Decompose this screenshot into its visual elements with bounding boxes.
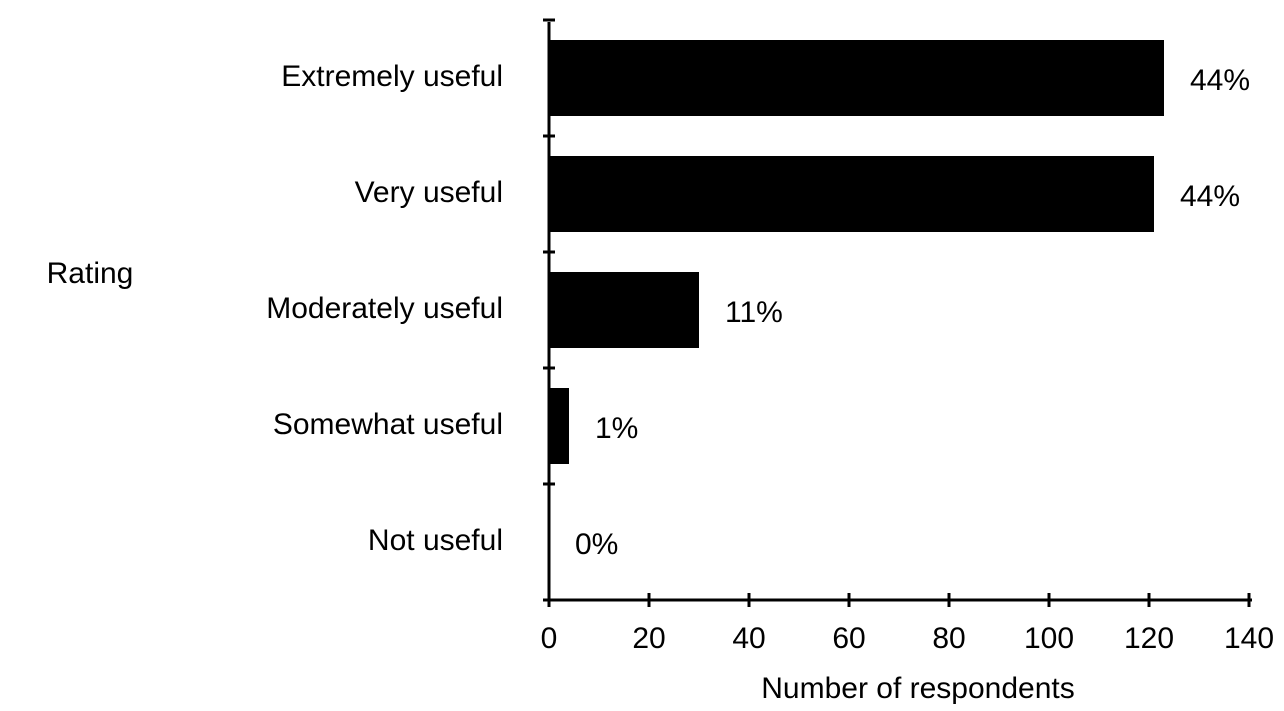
y-tick-label: Very useful [355,176,503,209]
percent-label: 44% [1190,64,1250,97]
y-tick-label: Somewhat useful [273,408,503,441]
bar [549,156,1154,232]
x-tick-label: 120 [1124,622,1174,655]
bar [549,388,569,464]
x-tick-label: 20 [632,622,665,655]
x-tick-label: 0 [541,622,558,655]
x-tick-label: 100 [1024,622,1074,655]
percent-label: 44% [1180,180,1240,213]
percent-label: 0% [575,528,618,561]
x-tick-label: 40 [732,622,765,655]
x-tick-label: 140 [1224,622,1274,655]
bar [549,40,1164,116]
percent-label: 11% [725,296,783,329]
x-tick-label: 60 [832,622,865,655]
percent-label: 1% [595,412,638,445]
y-tick-label: Not useful [368,524,503,557]
x-tick-label: 80 [932,622,965,655]
y-tick-label: Moderately useful [266,292,503,325]
y-axis-label: Rating [47,257,134,290]
bar [549,272,699,348]
x-axis-label: Number of respondents [761,672,1075,705]
y-tick-label: Extremely useful [281,60,503,93]
